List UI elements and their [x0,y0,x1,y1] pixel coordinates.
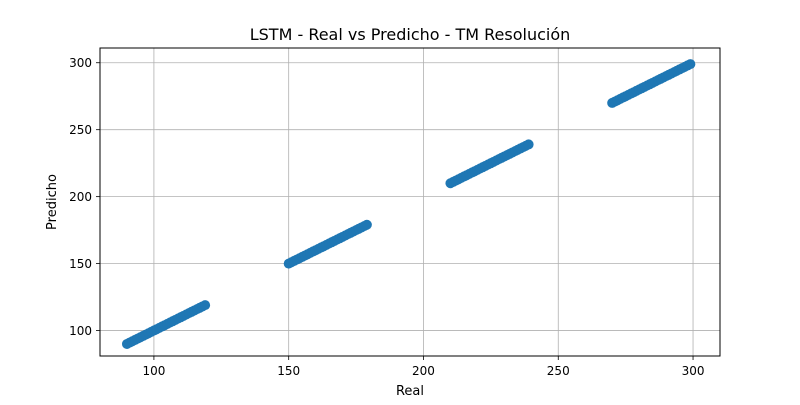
y-tick-label: 300 [69,56,92,70]
axis-ticks: 100 150 200 250 300 100 150 200 250 300 [69,56,704,378]
y-tick-label: 200 [69,190,92,204]
chart-title: LSTM - Real vs Predicho - TM Resolución [250,25,571,44]
data-points [121,59,696,349]
x-tick-label: 150 [277,364,300,378]
data-point [361,219,372,230]
data-point [200,300,211,311]
x-tick-label: 100 [142,364,165,378]
y-tick-label: 100 [69,324,92,338]
plot-area-frame [99,47,721,357]
x-tick-label: 200 [412,364,435,378]
y-tick-label: 150 [69,257,92,271]
grid-lines [100,48,720,356]
y-axis-label: Predicho [45,174,60,230]
data-point [523,139,534,150]
x-tick-label: 300 [682,364,705,378]
data-point [685,59,696,70]
x-axis-label: Real [396,384,424,399]
y-tick-label: 250 [69,123,92,137]
x-tick-label: 250 [547,364,570,378]
